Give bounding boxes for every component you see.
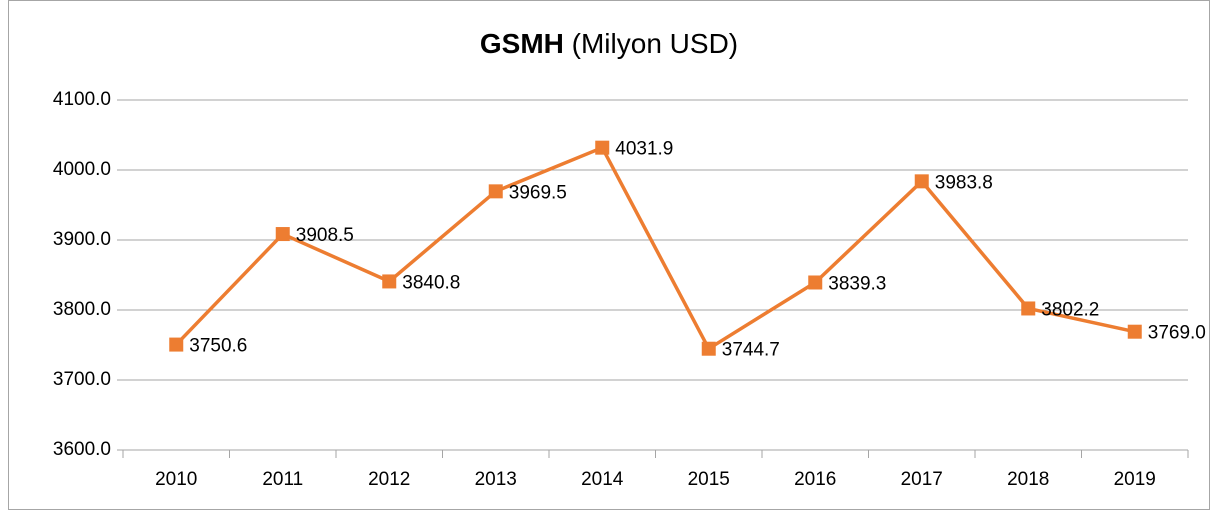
data-label: 3908.5 <box>296 225 354 246</box>
y-tick-label: 3600.0 <box>53 439 111 460</box>
x-tick-label: 2012 <box>368 469 410 490</box>
marker <box>275 227 290 242</box>
data-label: 3969.5 <box>509 182 567 203</box>
marker <box>595 140 610 155</box>
data-label: 3983.8 <box>935 172 993 193</box>
x-tick-label: 2017 <box>901 469 943 490</box>
x-tick-label: 2013 <box>475 469 517 490</box>
line <box>174 145 1136 352</box>
data-label: 3750.6 <box>189 336 247 357</box>
x-tick-label: 2010 <box>155 469 197 490</box>
y-tick-label: 4100.0 <box>53 89 111 110</box>
data-label: 3840.8 <box>402 272 460 293</box>
x-tick-label: 2015 <box>688 469 730 490</box>
chart-title: GSMH (Milyon USD) <box>480 28 738 59</box>
y-tick-label: 3900.0 <box>53 229 111 250</box>
x-tick-label: 2011 <box>262 469 303 490</box>
marker <box>1021 301 1036 316</box>
chart-border <box>8 0 1210 510</box>
marker <box>169 337 184 352</box>
data-label: 3802.2 <box>1041 299 1099 320</box>
data-label: 3769.0 <box>1148 323 1206 344</box>
marker <box>701 341 716 356</box>
x-tick-label: 2018 <box>1007 469 1049 490</box>
data-label: 3839.3 <box>828 274 886 295</box>
marker <box>382 274 397 289</box>
title-bold: GSMH <box>480 28 564 59</box>
marker <box>488 184 503 199</box>
x-tick-label: 2016 <box>794 469 836 490</box>
data-label: 3744.7 <box>722 340 780 361</box>
x-tick-label: 2014 <box>581 469 624 490</box>
marker <box>808 275 823 290</box>
y-tick-label: 4000.0 <box>53 159 111 180</box>
data-label: 4031.9 <box>615 139 673 160</box>
y-tick-label: 3700.0 <box>53 369 111 390</box>
y-tick-label: 3800.0 <box>53 299 111 320</box>
title-rest: (Milyon USD) <box>572 28 738 59</box>
marker <box>914 174 929 189</box>
x-tick-label: 2019 <box>1114 469 1156 490</box>
marker <box>1127 324 1142 339</box>
